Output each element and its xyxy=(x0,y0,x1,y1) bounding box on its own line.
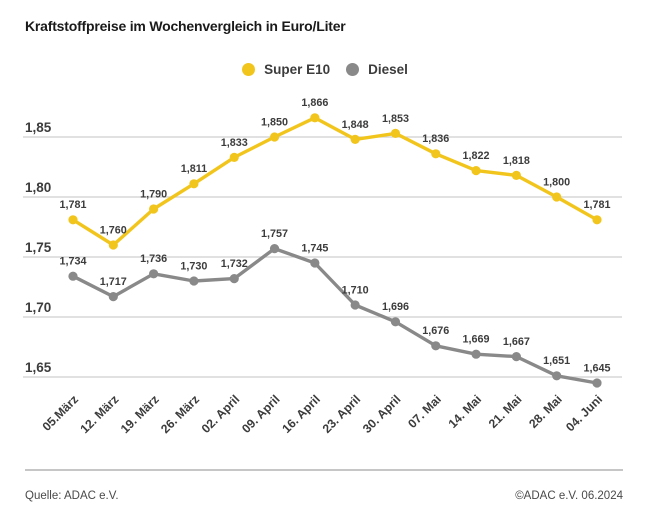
diesel-point xyxy=(431,341,441,351)
line-chart: 1,85 1,80 1,75 1,70 1,65 1,781 1,760 1,790 1,811… xyxy=(23,97,622,436)
super-e10-value-label: 1,800 xyxy=(543,176,570,188)
super-e10-point xyxy=(108,240,118,250)
super-e10-point xyxy=(229,152,239,162)
super-e10-point xyxy=(390,128,401,138)
y-tick-label: 1,70 xyxy=(25,300,51,315)
diesel-point xyxy=(350,300,360,310)
source-label: Quelle: ADAC e.V. xyxy=(25,490,119,502)
super-e10-point xyxy=(68,215,78,225)
y-tick-label: 1,80 xyxy=(25,180,51,195)
diesel-value-label: 1,676 xyxy=(422,325,449,337)
x-tick-label: 04. Juni xyxy=(563,392,605,434)
diesel-point xyxy=(390,317,401,327)
diesel-point xyxy=(471,349,481,359)
y-tick-label: 1,85 xyxy=(25,120,52,135)
copyright-label: ©ADAC e.V. 06.2024 xyxy=(515,490,623,502)
super-e10-value-label: 1,833 xyxy=(221,137,248,149)
diesel-point xyxy=(149,269,159,279)
super-e10-value-label: 1,781 xyxy=(583,199,610,211)
diesel-value-label: 1,757 xyxy=(261,228,288,240)
super-e10-point xyxy=(471,166,481,176)
super-e10-value-label: 1,866 xyxy=(301,97,328,109)
chart-title: Kraftstoffpreise im Wochenvergleich in E… xyxy=(25,18,346,34)
y-axis-labels: 1,85 1,80 1,75 1,70 1,65 xyxy=(25,120,52,375)
super-e10-line xyxy=(71,116,599,247)
x-tick-label: 21. Mai xyxy=(486,392,525,431)
x-tick-label: 09. April xyxy=(239,392,283,436)
super-e10-point xyxy=(310,113,320,123)
diesel-dot-icon xyxy=(346,63,360,76)
gridlines xyxy=(23,136,622,378)
diesel-value-label: 1,645 xyxy=(583,362,610,374)
diesel-value-label: 1,717 xyxy=(100,276,127,288)
diesel-point xyxy=(552,371,562,381)
diesel-point xyxy=(269,244,280,254)
x-tick-label: 02. April xyxy=(199,392,243,436)
y-tick-label: 1,65 xyxy=(25,360,52,375)
legend: Super E10 Diesel xyxy=(0,62,650,77)
legend-label-super-e10: Super E10 xyxy=(264,62,331,77)
diesel-value-label: 1,745 xyxy=(301,242,328,254)
diesel-point xyxy=(68,271,78,281)
super-e10-point xyxy=(269,132,280,142)
super-e10-value-label: 1,760 xyxy=(100,224,127,236)
super-e10-value-label: 1,848 xyxy=(342,119,369,131)
footer: Quelle: ADAC e.V. ©ADAC e.V. 06.2024 xyxy=(25,490,623,502)
x-tick-label: 14. Mai xyxy=(446,392,485,431)
diesel-value-label: 1,732 xyxy=(221,258,248,270)
super-e10-value-label: 1,811 xyxy=(181,163,207,175)
diesel-value-label: 1,669 xyxy=(463,334,490,346)
x-tick-label: 12. März xyxy=(78,392,122,436)
x-tick-label: 19. März xyxy=(118,392,162,436)
series-super-e10: 1,781 1,760 1,790 1,811 1,833 1,850 1,866 1,848… xyxy=(59,97,611,250)
legend-item-super-e10: Super E10 xyxy=(242,62,330,77)
x-tick-label: 05.März xyxy=(40,392,82,434)
diesel-value-label: 1,651 xyxy=(543,355,570,367)
x-tick-label: 30. April xyxy=(360,392,404,436)
series-diesel: 1,734 1,717 1,736 1,730 1,732 1,757 1,745 1,710… xyxy=(59,228,611,388)
super-e10-value-label: 1,781 xyxy=(59,199,86,211)
diesel-value-label: 1,696 xyxy=(382,301,409,313)
diesel-point xyxy=(108,292,118,302)
super-e10-point xyxy=(350,134,360,144)
super-e10-dot-icon xyxy=(242,63,256,76)
super-e10-value-label: 1,790 xyxy=(140,188,167,200)
super-e10-value-label: 1,818 xyxy=(503,155,530,167)
diesel-point xyxy=(189,276,199,286)
super-e10-value-label: 1,822 xyxy=(463,150,490,162)
super-e10-point xyxy=(592,215,602,225)
diesel-value-label: 1,736 xyxy=(140,253,167,265)
legend-label-diesel: Diesel xyxy=(368,62,408,77)
super-e10-point xyxy=(149,204,159,214)
footer-divider xyxy=(25,469,623,471)
diesel-line xyxy=(71,246,599,385)
super-e10-point xyxy=(431,149,441,159)
x-tick-label: 28. Mai xyxy=(526,392,565,431)
y-tick-label: 1,75 xyxy=(25,240,52,255)
diesel-value-label: 1,730 xyxy=(180,260,207,272)
x-tick-label: 23. April xyxy=(320,392,364,436)
legend-item-diesel: Diesel xyxy=(346,62,408,77)
super-e10-point xyxy=(552,192,562,202)
x-tick-label: 07. Mai xyxy=(405,392,444,431)
diesel-value-label: 1,667 xyxy=(503,336,530,348)
x-tick-label: 26. März xyxy=(158,392,202,436)
diesel-point xyxy=(310,258,320,268)
super-e10-point xyxy=(511,170,521,180)
super-e10-value-label: 1,850 xyxy=(261,116,288,128)
x-tick-label: 16. April xyxy=(279,392,323,436)
super-e10-point xyxy=(189,179,199,189)
super-e10-value-label: 1,853 xyxy=(382,113,409,125)
super-e10-value-label: 1,836 xyxy=(422,133,449,145)
diesel-point xyxy=(511,352,521,362)
diesel-point xyxy=(592,378,602,388)
diesel-point xyxy=(229,274,239,284)
diesel-value-label: 1,734 xyxy=(59,256,86,268)
diesel-value-label: 1,710 xyxy=(342,284,369,296)
